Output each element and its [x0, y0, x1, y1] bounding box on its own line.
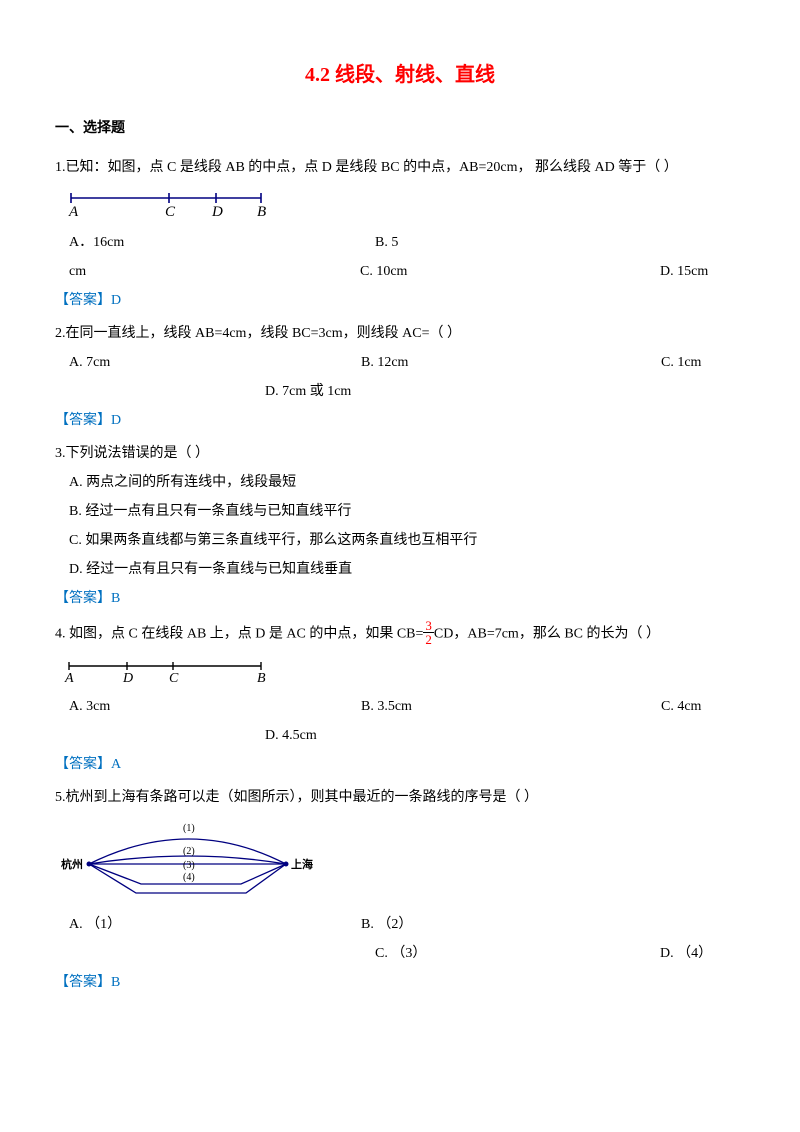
q2-opt-d: D. 7cm 或 1cm	[55, 381, 351, 402]
q2-options: A. 7cm B. 12cm C. 1cm	[55, 352, 745, 373]
q2-opt-a: A. 7cm	[55, 352, 361, 373]
q4-text-post: CD，AB=7cm，那么 BC 的长为（ ）	[434, 627, 660, 642]
svg-text:A: A	[64, 671, 74, 684]
q2-opt-c: C. 1cm	[661, 352, 701, 373]
q5-options-2: C. （3） D. （4）	[55, 943, 745, 964]
q1-opt-b2: cm	[55, 261, 360, 282]
q4-fraction: 32	[423, 619, 434, 646]
svg-text:上海: 上海	[291, 857, 313, 871]
section-header: 一、选择题	[55, 118, 745, 139]
q5-opt-c: C. （3）	[55, 943, 660, 964]
q1-figure: A C D B	[61, 186, 745, 220]
svg-text:A: A	[68, 204, 79, 220]
q4-opt-d: D. 4.5cm	[55, 725, 317, 746]
q4-answer: 【答案】A	[55, 754, 745, 775]
q1-answer: 【答案】D	[55, 290, 745, 311]
svg-text:(3): (3)	[183, 860, 195, 871]
q5-options: A. （1） B. （2）	[55, 914, 745, 935]
q5-answer: 【答案】B	[55, 972, 745, 993]
q1-opt-b: B. 5	[375, 232, 398, 253]
q1-options: A．16cm B. 5	[55, 232, 745, 253]
q3-answer: 【答案】B	[55, 588, 745, 609]
svg-text:杭州: 杭州	[61, 857, 83, 871]
q1-opt-a: A．16cm	[55, 232, 375, 253]
q5-opt-b: B. （2）	[361, 914, 412, 935]
q4-opt-b: B. 3.5cm	[361, 696, 661, 717]
q5-opt-a: A. （1）	[55, 914, 361, 935]
q4-opt-a: A. 3cm	[55, 696, 361, 717]
svg-text:D: D	[122, 671, 133, 684]
q4-options-2: D. 4.5cm	[55, 725, 745, 746]
svg-text:C: C	[169, 671, 179, 684]
svg-text:B: B	[257, 671, 266, 684]
q2-answer: 【答案】D	[55, 410, 745, 431]
q2-options-2: D. 7cm 或 1cm	[55, 381, 745, 402]
q4-figure: A D C B	[61, 656, 745, 684]
page-title: 4.2 线段、射线、直线	[55, 60, 745, 90]
svg-text:(2): (2)	[183, 846, 195, 857]
svg-text:(1): (1)	[183, 823, 195, 834]
q1-opt-c: C. 10cm	[360, 261, 660, 282]
q1-text: 1.已知：如图，点 C 是线段 AB 的中点，点 D 是线段 BC 的中点，AB…	[55, 157, 745, 178]
svg-text:(4): (4)	[183, 872, 195, 883]
q3-opt-c: C. 如果两条直线都与第三条直线平行，那么这两条直线也互相平行	[55, 530, 745, 551]
q3-opt-b: B. 经过一点有且只有一条直线与已知直线平行	[55, 501, 745, 522]
q4-opt-c: C. 4cm	[661, 696, 701, 717]
q2-opt-b: B. 12cm	[361, 352, 661, 373]
svg-text:B: B	[257, 204, 266, 220]
q5-opt-d: D. （4）	[660, 943, 712, 964]
q4-text-pre: 4. 如图，点 C 在线段 AB 上，点 D 是 AC 的中点，如果 CB=	[55, 627, 423, 642]
q3-opt-a: A. 两点之间的所有连线中，线段最短	[55, 472, 745, 493]
svg-text:D: D	[211, 204, 223, 220]
q5-figure: 杭州 上海 (1) (2) (3) (4)	[61, 816, 745, 902]
q1-options-2: cm C. 10cm D. 15cm	[55, 261, 745, 282]
svg-text:C: C	[165, 204, 176, 220]
q4-options: A. 3cm B. 3.5cm C. 4cm	[55, 696, 745, 717]
q2-text: 2.在同一直线上，线段 AB=4cm，线段 BC=3cm，则线段 AC=（ ）	[55, 323, 745, 344]
q3-text: 3.下列说法错误的是（ ）	[55, 443, 745, 464]
q5-text: 5.杭州到上海有条路可以走（如图所示），则其中最近的一条路线的序号是（ ）	[55, 787, 745, 808]
q3-opt-d: D. 经过一点有且只有一条直线与已知直线垂直	[55, 559, 745, 580]
q4-text: 4. 如图，点 C 在线段 AB 上，点 D 是 AC 的中点，如果 CB=32…	[55, 621, 745, 648]
q1-opt-d: D. 15cm	[660, 261, 708, 282]
